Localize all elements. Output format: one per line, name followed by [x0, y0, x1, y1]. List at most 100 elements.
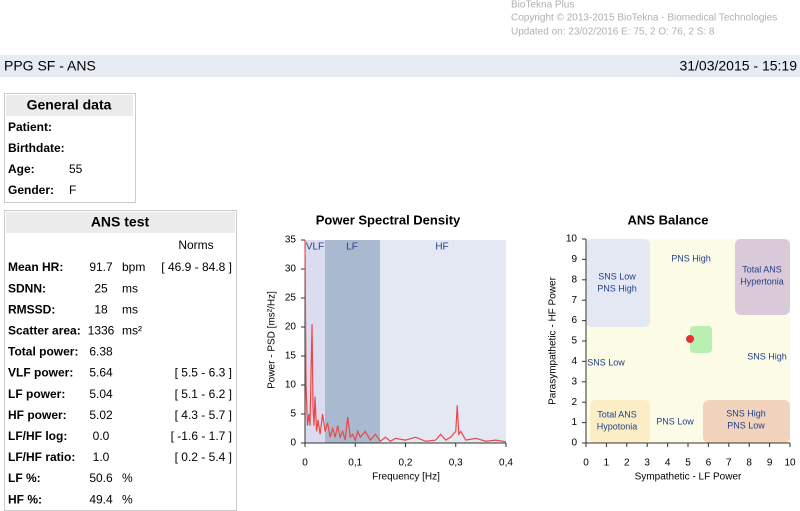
lf-band	[325, 240, 380, 443]
row-unit: ms	[122, 302, 138, 316]
region-label: Hypertonia	[740, 276, 784, 286]
row-label: Birthdate:	[8, 141, 65, 155]
row-label: HF power:	[8, 408, 67, 422]
row-label: Scatter area:	[8, 323, 81, 337]
region	[586, 239, 650, 327]
row-label: Patient:	[8, 120, 52, 134]
x-tick-label: 4	[665, 458, 671, 469]
header-line: BioTekna Plus	[511, 0, 574, 11]
row-value: 0.0	[93, 429, 110, 443]
header-line: Copyright © 2013-2015 BioTekna - Biomedi…	[511, 13, 777, 24]
row-value: 49.4	[89, 492, 113, 506]
row-label: Gender:	[8, 183, 54, 197]
x-tick-label: 0,2	[399, 458, 413, 469]
x-axis-label: Sympathetic - LF Power	[635, 472, 742, 483]
row-norm: [ 5.1 - 6.2 ]	[175, 387, 232, 401]
band-label: LF	[346, 242, 358, 253]
y-tick-label: 9	[571, 254, 577, 265]
y-tick-label: 1	[571, 417, 577, 428]
x-tick-label: 0,1	[348, 458, 362, 469]
row-label: LF/HF ratio:	[8, 450, 75, 464]
x-tick-label: 7	[726, 458, 732, 469]
title-bar	[0, 55, 800, 77]
ans-header	[6, 212, 235, 233]
row-value: F	[69, 183, 76, 197]
region-label: PNS High	[597, 283, 637, 293]
psd-line	[304, 239, 507, 443]
y-tick-label: 6	[571, 315, 577, 326]
general-title: General data	[27, 97, 112, 113]
row-label: HF %:	[8, 492, 42, 506]
x-tick-label: 9	[767, 458, 773, 469]
row-value: 6.38	[89, 345, 113, 359]
general-header	[6, 95, 133, 116]
band-label: VLF	[306, 242, 324, 253]
region	[735, 239, 790, 315]
zone-label: SNS Low	[587, 357, 625, 367]
row-value: 1.0	[93, 450, 110, 464]
row-value: 5.64	[89, 366, 113, 380]
bar-title: PPG SF - ANS	[4, 58, 96, 74]
bar-date: 31/03/2015 - 15:19	[679, 58, 797, 74]
x-tick-label: 10	[784, 458, 796, 469]
y-tick-label: 20	[285, 322, 297, 333]
row-label: LF/HF log:	[8, 429, 67, 443]
row-norm: [ 4.3 - 5.7 ]	[175, 408, 232, 422]
x-tick-label: 0,3	[449, 458, 463, 469]
y-tick-label: 0	[290, 438, 296, 449]
row-label: LF power:	[8, 387, 65, 401]
row-unit: bpm	[122, 260, 145, 274]
row-unit: %	[122, 492, 133, 506]
chart-title: ANS Balance	[628, 212, 709, 227]
x-tick-label: 8	[746, 458, 752, 469]
chart-title: Power Spectral Density	[316, 212, 461, 227]
region	[703, 400, 790, 443]
row-label: Total power:	[8, 345, 78, 359]
point	[686, 334, 695, 343]
row-label: LF %:	[8, 471, 41, 485]
x-tick-label: 0	[302, 458, 308, 469]
y-tick-label: 5	[571, 336, 577, 347]
x-tick-label: 5	[685, 458, 691, 469]
region	[590, 400, 650, 443]
row-value: 25	[94, 281, 108, 295]
general-box	[4, 93, 136, 203]
header-line: Updated on: 23/02/2016 E: 75, 2 O: 76, 2…	[511, 27, 715, 38]
zone-label: PNS High	[671, 253, 711, 263]
x-tick-label: 0	[583, 458, 589, 469]
y-tick-label: 2	[571, 397, 577, 408]
x-tick-label: 2	[624, 458, 630, 469]
row-value: 55	[69, 162, 83, 176]
x-tick-label: 3	[644, 458, 650, 469]
row-norm: [ -1.6 - 1.7 ]	[171, 429, 232, 443]
row-unit: ms²	[122, 323, 142, 337]
ans-title: ANS test	[91, 214, 150, 230]
row-norm: [ 5.5 - 6.3 ]	[175, 366, 232, 380]
row-value: 50.6	[89, 471, 113, 485]
y-tick-label: 25	[285, 293, 297, 304]
y-tick-label: 0	[571, 438, 577, 449]
norms-header: Norms	[178, 238, 213, 252]
y-axis-label: Parasympathetic - HF Power	[548, 276, 559, 404]
y-tick-label: 8	[571, 274, 577, 285]
x-tick-label: 6	[706, 458, 712, 469]
row-value: 5.02	[89, 408, 113, 422]
y-tick-label: 10	[285, 380, 297, 391]
row-value: 1336	[88, 323, 115, 337]
y-tick-label: 30	[285, 264, 297, 275]
x-tick-label: 0,4	[499, 458, 513, 469]
row-value: 91.7	[89, 260, 113, 274]
row-label: VLF power:	[8, 366, 73, 380]
row-value: 5.04	[89, 387, 113, 401]
band-label: HF	[435, 242, 448, 253]
vlf-band	[305, 240, 325, 443]
row-unit: %	[122, 471, 133, 485]
row-label: Mean HR:	[8, 260, 63, 274]
zone-label: PNS Low	[656, 416, 694, 426]
row-label: RMSSD:	[8, 302, 55, 316]
y-tick-label: 7	[571, 295, 577, 306]
y-tick-label: 5	[290, 409, 296, 420]
center-region	[690, 326, 712, 353]
region-label: PNS Low	[727, 420, 765, 430]
